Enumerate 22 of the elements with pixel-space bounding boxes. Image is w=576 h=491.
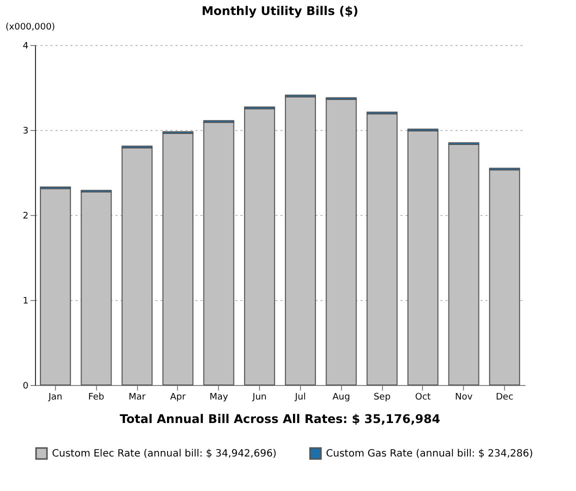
y-tick-label: 3: [22, 126, 28, 136]
x-tick-label: Oct: [415, 392, 432, 402]
y-tick-label: 1: [22, 296, 28, 306]
x-tick-label: Feb: [88, 392, 105, 402]
y-tick-label: 0: [22, 382, 29, 392]
x-tick-label: Jan: [47, 392, 62, 402]
y-tick-label: 2: [22, 212, 28, 222]
x-tick-label: Jun: [252, 392, 267, 402]
x-tick-label: Jul: [294, 392, 306, 402]
text: Total Annual Bill Across All Rates: $ 35,176,984: [120, 412, 440, 426]
y-axis-title: (x000,000): [6, 22, 56, 32]
x-tick-label: Apr: [170, 392, 186, 402]
x-tick-label: Aug: [332, 392, 350, 402]
legend-label: Custom Gas Rate (annual bill: $ 234,286): [326, 448, 534, 460]
x-tick-label: Dec: [496, 392, 514, 402]
x-tick-label: Sep: [374, 392, 391, 402]
chart-title: Monthly Utility Bills ($): [202, 4, 358, 18]
x-tick-label: May: [209, 392, 229, 402]
legend-label: Custom Elec Rate (annual bill: $ 34,942,696): [52, 448, 277, 460]
y-tick-label: 4: [22, 42, 29, 52]
x-tick-label: Mar: [128, 392, 146, 402]
x-tick-label: Nov: [454, 392, 474, 402]
